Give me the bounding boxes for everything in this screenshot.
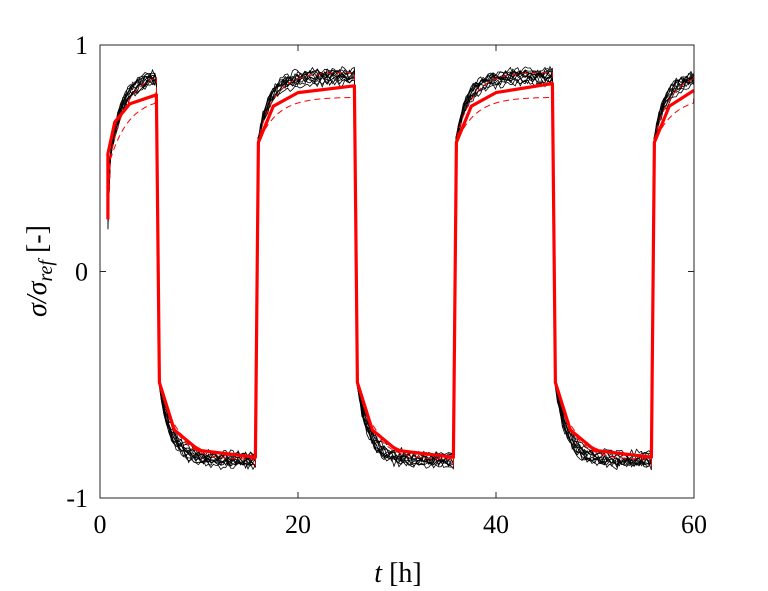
x-axis-label: t [h] <box>374 558 421 589</box>
sample-series-line <box>107 65 695 471</box>
mean-series-line <box>106 81 695 459</box>
x-tick-label: 0 <box>94 510 107 539</box>
sample-series-line <box>107 71 695 465</box>
x-tick-label: 40 <box>483 510 509 539</box>
y-axis-label: σ/σref [-] <box>22 225 57 317</box>
sample-series-line <box>107 69 695 468</box>
plot-area <box>106 65 695 471</box>
x-tick-label: 60 <box>681 510 707 539</box>
sample-series-line <box>107 76 695 461</box>
y-tick-label: -1 <box>66 484 88 513</box>
tick-labels: 0 20 40 60-101 <box>66 31 707 539</box>
y-tick-label: 1 <box>75 31 88 60</box>
y-tick-label: 0 <box>75 258 88 287</box>
sample-series-line <box>107 71 695 465</box>
axis-ticks <box>99 44 695 499</box>
x-tick-label: 20 <box>285 510 311 539</box>
